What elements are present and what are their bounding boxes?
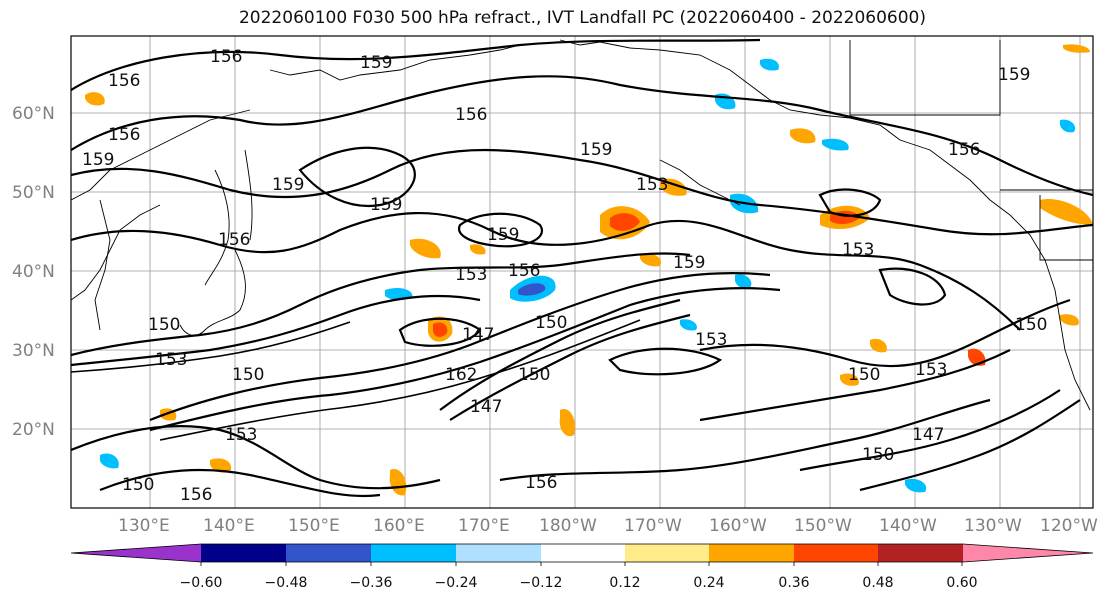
- graticule: [71, 36, 1093, 508]
- contour-label: 150: [148, 315, 180, 335]
- contour-label: 150: [535, 313, 567, 333]
- contour-label: 150: [232, 365, 264, 385]
- contour-label: 159: [580, 140, 612, 160]
- contour-label: 150: [518, 365, 550, 385]
- figure-title: 2022060100 F030 500 hPa refract., IVT La…: [238, 8, 926, 28]
- colorbar-tick-label: 0.12: [609, 575, 640, 591]
- lon-label: 140°W: [879, 516, 937, 536]
- contour-label: 153: [225, 425, 257, 445]
- contour-label: 156: [210, 47, 242, 67]
- colorbar-extend-low: [71, 544, 201, 562]
- contour-label: 147: [462, 325, 494, 345]
- lat-label: 50°N: [12, 183, 55, 203]
- colorbar-segment: [709, 544, 794, 562]
- lon-label: 160°W: [709, 516, 767, 536]
- colorbar-tick-label: −0.12: [520, 575, 563, 591]
- colorbar-tick-label: 0.60: [946, 575, 977, 591]
- lat-label: 30°N: [12, 341, 55, 361]
- colorbar-tick-label: −0.48: [265, 575, 308, 591]
- contour-label: 156: [525, 473, 557, 493]
- latitude-labels: 60°N 50°N 40°N 30°N 20°N: [12, 104, 55, 440]
- lon-label: 150°E: [288, 516, 340, 536]
- lat-label: 60°N: [12, 104, 55, 124]
- contour-label: 159: [487, 225, 519, 245]
- contour-label: 159: [360, 53, 392, 73]
- lon-label: 120°W: [1040, 516, 1098, 536]
- colorbar-tick-label: −0.36: [350, 575, 393, 591]
- lon-label: 130°W: [964, 516, 1022, 536]
- lon-label: 150°W: [794, 516, 852, 536]
- contour-label: 153: [155, 350, 187, 370]
- contour-label: 159: [370, 195, 402, 215]
- contour-labels: 156 159 156 156 159 159 156 159 153 159 …: [82, 47, 1047, 505]
- contour-label: 156: [218, 230, 250, 250]
- contour-label: 156: [180, 485, 212, 505]
- contour-label: 156: [108, 125, 140, 145]
- contour-label: 150: [1015, 315, 1047, 335]
- lon-label: 130°E: [118, 516, 170, 536]
- colorbar-tick-label: −0.24: [435, 575, 478, 591]
- colorbar-segment: [371, 544, 456, 562]
- lon-label: 170°E: [458, 516, 510, 536]
- contour-label: 159: [272, 175, 304, 195]
- contour-label: 159: [998, 65, 1030, 85]
- lon-label: 160°E: [373, 516, 425, 536]
- contour-label: 150: [122, 475, 154, 495]
- contour-label: 153: [695, 330, 727, 350]
- lat-label: 40°N: [12, 262, 55, 282]
- colorbar-tick-label: 0.24: [693, 575, 724, 591]
- longitude-labels: 130°E 140°E 150°E 160°E 170°E 180°W 170°…: [118, 516, 1098, 536]
- colorbar-segment: [541, 544, 625, 562]
- colorbar-tick-label: 0.48: [862, 575, 893, 591]
- contour-label: 153: [455, 265, 487, 285]
- colorbar-extend-high: [963, 544, 1093, 562]
- contour-label: 153: [636, 175, 668, 195]
- contour-label: 162: [445, 365, 477, 385]
- contour-label: 156: [508, 261, 540, 281]
- contour-label: 147: [912, 425, 944, 445]
- contour-label: 150: [862, 445, 894, 465]
- colorbar-segment: [794, 544, 878, 562]
- colorbar-segment: [201, 544, 286, 562]
- contours: [71, 38, 1093, 498]
- colorbar-segment: [878, 544, 963, 562]
- colorbar-tick-label: −0.60: [180, 575, 223, 591]
- colorbar-segment: [625, 544, 709, 562]
- contour-label: 147: [470, 397, 502, 417]
- lon-label: 140°E: [203, 516, 255, 536]
- colorbar-tick-label: 0.36: [778, 575, 809, 591]
- contour-label: 156: [948, 140, 980, 160]
- contour-label: 153: [915, 360, 947, 380]
- colorbar-segment: [286, 544, 371, 562]
- contour-label: 156: [108, 71, 140, 91]
- lon-label: 180°W: [539, 516, 597, 536]
- map-frame: [70, 35, 1094, 509]
- contour-label: 159: [82, 150, 114, 170]
- contour-label: 150: [848, 365, 880, 385]
- contour-label: 156: [455, 105, 487, 125]
- contour-label: 153: [842, 240, 874, 260]
- lat-label: 20°N: [12, 420, 55, 440]
- colorbar-segment: [456, 544, 541, 562]
- contour-label: 159: [673, 253, 705, 273]
- colorbar: −0.60 −0.48 −0.36 −0.24 −0.12 0.12 0.24 0.36 0.4…: [70, 543, 1094, 591]
- lon-label: 170°W: [624, 516, 682, 536]
